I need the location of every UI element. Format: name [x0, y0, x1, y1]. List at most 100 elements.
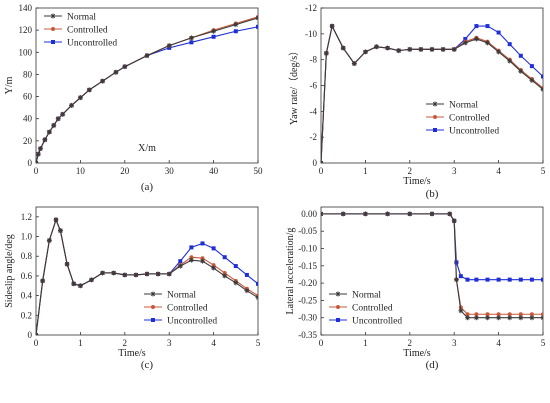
data-point-uncontrolled	[485, 277, 490, 282]
data-point-normal	[36, 151, 41, 157]
legend-marker-normal	[335, 291, 341, 297]
series-line-normal	[321, 213, 543, 319]
x-tick-label: 40	[209, 166, 219, 176]
data-point-normal	[362, 49, 368, 55]
data-point-uncontrolled	[211, 34, 216, 39]
data-point-normal	[321, 211, 324, 217]
x-tick-label: 2	[408, 166, 413, 176]
data-point-normal	[233, 280, 239, 286]
data-point-normal	[540, 86, 543, 92]
data-point-normal	[385, 45, 391, 51]
data-point-normal	[351, 61, 357, 67]
data-point-uncontrolled	[256, 24, 258, 29]
data-point-normal	[255, 15, 258, 21]
data-point-normal	[458, 308, 464, 314]
panel-caption: (a)	[141, 181, 154, 193]
data-point-normal	[36, 332, 39, 335]
data-point-normal	[144, 271, 150, 277]
data-point-normal	[485, 315, 490, 321]
plot-area	[36, 217, 258, 335]
data-point-controlled	[474, 312, 479, 317]
panel-caption: (c)	[141, 359, 154, 371]
data-point-normal	[473, 315, 479, 321]
data-point-normal	[540, 315, 543, 321]
data-point-normal	[396, 48, 402, 54]
data-point-uncontrolled	[518, 277, 523, 282]
data-point-controlled	[200, 256, 205, 261]
plot-area	[321, 23, 543, 163]
data-point-normal	[69, 102, 75, 108]
data-point-uncontrolled	[518, 53, 523, 58]
legend-marker-controlled	[51, 27, 55, 31]
y-tick-label: 1.2	[21, 212, 32, 222]
data-point-normal	[53, 217, 59, 223]
data-point-normal	[111, 270, 117, 276]
y-axis-label: Sideslip angle/deg	[4, 234, 15, 308]
data-point-normal	[89, 277, 94, 283]
data-point-uncontrolled	[474, 24, 479, 29]
x-tick-label: 3	[452, 338, 457, 348]
legend-label-normal: Normal	[449, 101, 478, 111]
data-point-uncontrolled	[233, 29, 238, 34]
y-tick-label: 0	[28, 330, 33, 340]
x-tick-label: 0	[319, 166, 324, 176]
data-point-normal	[321, 160, 324, 163]
data-point-uncontrolled	[244, 272, 249, 277]
data-point-normal	[529, 77, 535, 83]
data-point-normal	[465, 315, 471, 321]
y-tick-label: -6	[310, 81, 318, 91]
data-point-controlled	[211, 263, 216, 268]
plot-frame	[35, 206, 259, 336]
x-tick-label: 30	[165, 166, 175, 176]
x-tick-label: 5	[256, 338, 261, 348]
y-tick-label: 20	[23, 136, 33, 146]
y-tick-label: 0	[313, 158, 318, 168]
y-tick-label: -2	[310, 132, 318, 142]
chart-panel-d: 0 1 2 3 4 5 0.00 -0.05 -0.10 -0.15 -0.20 -0.25 -0.30…	[285, 206, 546, 371]
data-point-uncontrolled	[485, 24, 490, 29]
legend-label-controlled: Controlled	[167, 304, 208, 314]
data-point-normal	[451, 46, 457, 52]
legend-label-controlled: Controlled	[67, 26, 108, 36]
data-point-normal	[496, 49, 502, 55]
y-tick-label: -8	[310, 55, 318, 65]
x-tick-label: 20	[120, 166, 130, 176]
data-point-normal	[529, 315, 535, 321]
data-point-normal	[451, 218, 457, 224]
y-tick-label: 1.0	[21, 232, 33, 242]
data-point-normal	[518, 68, 524, 74]
legend-label-normal: Normal	[352, 291, 381, 301]
data-point-normal	[362, 211, 368, 217]
y-tick-label: 0.8	[21, 251, 33, 261]
plot-frame	[320, 7, 544, 164]
data-point-controlled	[465, 312, 470, 317]
data-point-normal	[100, 270, 106, 276]
data-point-normal	[133, 272, 139, 278]
data-point-uncontrolled	[465, 277, 470, 282]
y-tick-label: -0.35	[298, 330, 317, 340]
plot-area	[36, 14, 258, 163]
series-line-normal	[321, 24, 543, 163]
data-point-uncontrolled	[507, 277, 512, 282]
data-point-normal	[144, 53, 150, 59]
legend-marker-normal	[50, 13, 56, 19]
x-axis-label: Time/s	[403, 348, 431, 359]
data-point-normal	[385, 211, 391, 217]
legend-label-uncontrolled: Uncontrolled	[167, 317, 217, 327]
data-point-uncontrolled	[189, 40, 194, 45]
x-tick-label: 2	[408, 338, 413, 348]
data-point-normal	[518, 315, 524, 321]
data-point-normal	[188, 257, 194, 263]
data-point-normal	[418, 46, 424, 52]
y-tick-label: 100	[19, 47, 33, 57]
data-point-normal	[177, 263, 183, 269]
x-tick-label: 10	[76, 166, 86, 176]
y-tick-label: -12	[305, 3, 317, 13]
y-tick-label: 0.00	[301, 209, 317, 219]
data-point-normal	[77, 95, 83, 101]
x-tick-label: 3	[452, 166, 457, 176]
legend-label-uncontrolled: Uncontrolled	[352, 317, 402, 327]
data-point-controlled	[189, 255, 194, 260]
data-point-normal	[122, 64, 128, 70]
data-point-normal	[329, 23, 335, 29]
